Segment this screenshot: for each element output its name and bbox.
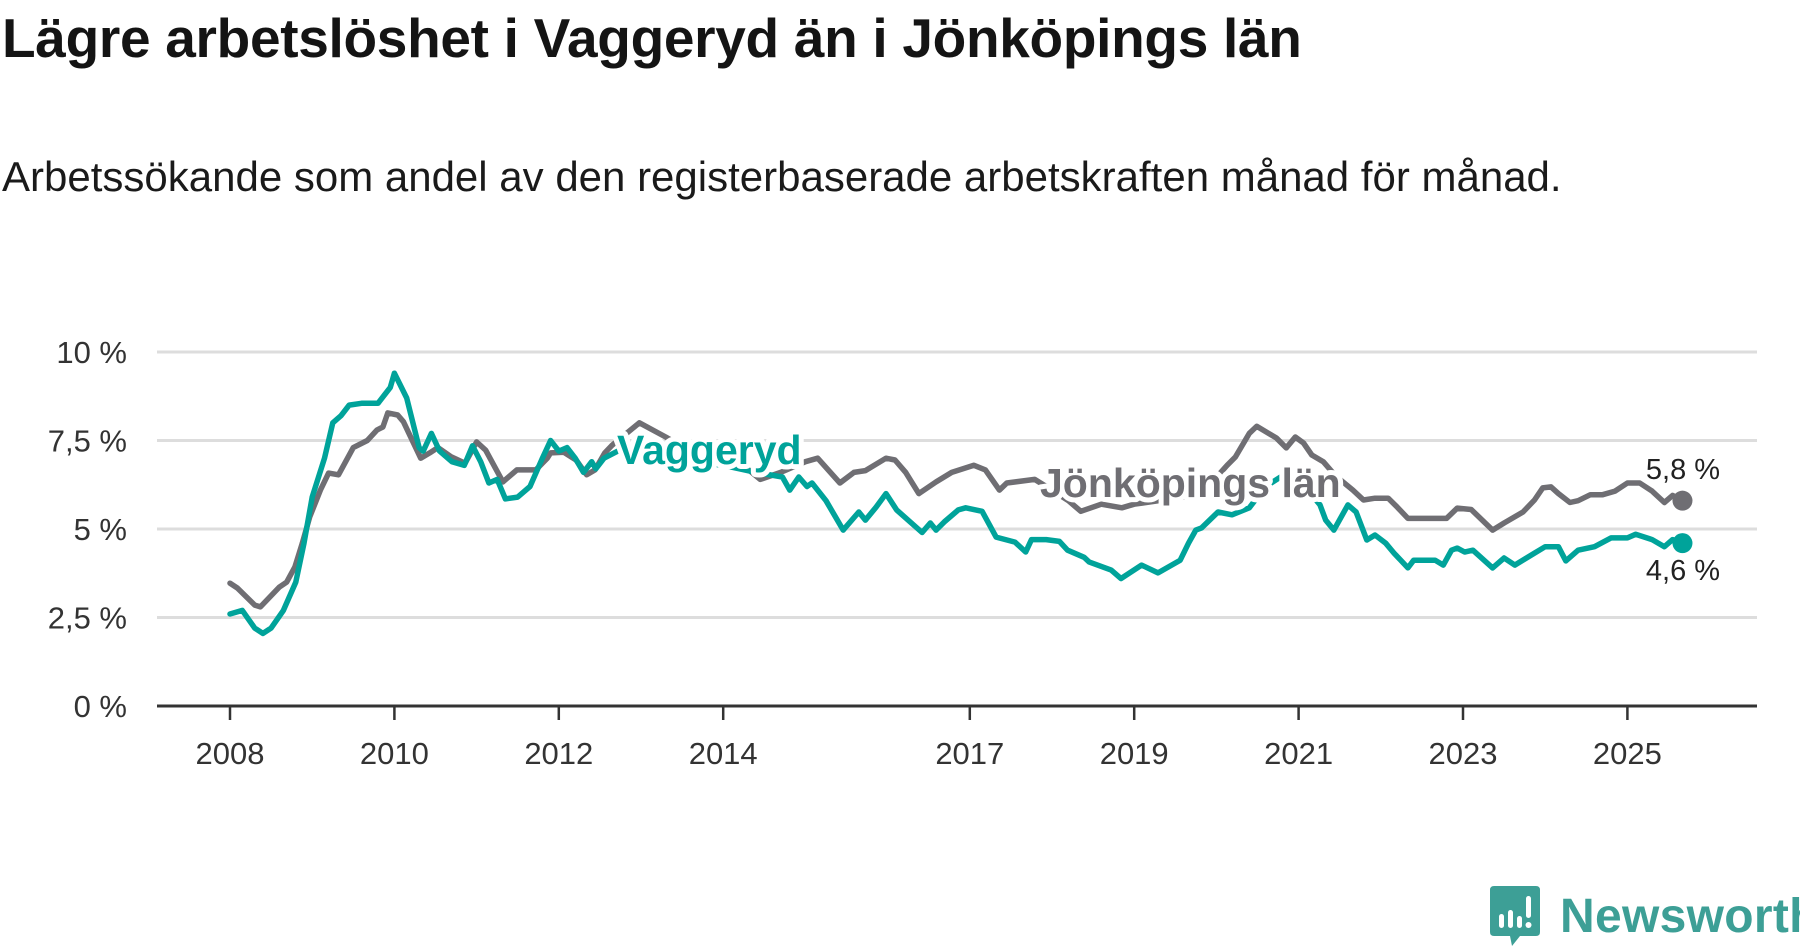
y-tick-label: 7,5 % bbox=[48, 424, 127, 459]
series-label-vaggeryd: Vaggeryd bbox=[617, 427, 802, 473]
end-markers bbox=[1672, 490, 1693, 554]
series-line-lan bbox=[227, 410, 1686, 610]
x-tick-label: 2017 bbox=[935, 736, 1004, 771]
x-tick-label: 2012 bbox=[524, 736, 593, 771]
y-tick-label: 0 % bbox=[74, 689, 127, 724]
x-tick-label: 2021 bbox=[1264, 736, 1333, 771]
newsworthy-logo-text: Newsworthy bbox=[1560, 889, 1800, 943]
end-marker-vaggeryd bbox=[1672, 533, 1693, 554]
chart-subtitle: Arbetssökande som andel av den registerb… bbox=[2, 153, 1562, 200]
x-axis: 2008 2010 2012 2014 2017 2019 2021 2023 2025 bbox=[157, 704, 1757, 771]
x-tick-label: 2014 bbox=[689, 736, 758, 771]
series-lines bbox=[227, 370, 1686, 637]
y-tick-label: 10 % bbox=[56, 335, 127, 370]
end-label-jonkopings-lan: 5,8 % bbox=[1646, 454, 1720, 486]
chart-title: Lägre arbetslöshet i Vaggeryd än i Jönkö… bbox=[2, 7, 1302, 69]
x-tick-label: 2025 bbox=[1593, 736, 1662, 771]
end-marker-lan bbox=[1672, 490, 1693, 511]
y-axis-ticks: 0 % 2,5 % 5 % 7,5 % 10 % bbox=[48, 335, 127, 724]
newsworthy-logo-icon bbox=[1490, 886, 1540, 946]
y-tick-label: 5 % bbox=[74, 512, 127, 547]
x-tick-label: 2008 bbox=[196, 736, 265, 771]
x-tick-label: 2023 bbox=[1429, 736, 1498, 771]
gridlines bbox=[157, 350, 1757, 619]
x-tick-label: 2019 bbox=[1100, 736, 1169, 771]
x-tick-label: 2010 bbox=[360, 736, 429, 771]
y-tick-label: 2,5 % bbox=[48, 601, 127, 636]
series-label-jonkopings-lan: Jönköpings län bbox=[1040, 460, 1341, 506]
series-line-vaggeryd bbox=[227, 370, 1686, 637]
end-label-vaggeryd: 4,6 % bbox=[1646, 555, 1720, 587]
newsworthy-logo: Newsworthy bbox=[1490, 886, 1800, 946]
